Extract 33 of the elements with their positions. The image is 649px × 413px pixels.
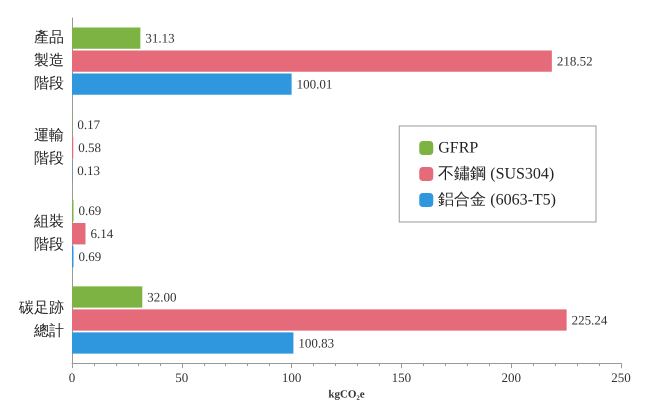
bar xyxy=(72,332,294,354)
data-label: 218.52 xyxy=(556,54,593,69)
bar xyxy=(72,286,142,308)
bar xyxy=(72,73,292,95)
x-tick-label: 250 xyxy=(611,370,631,386)
bar xyxy=(72,27,140,49)
data-label: 6.14 xyxy=(90,226,114,242)
y-tick-label: 組裝階段 xyxy=(33,213,64,254)
data-label: 100.01 xyxy=(296,76,332,92)
legend-label: GFRP xyxy=(438,140,478,156)
x-tick-label: 150 xyxy=(392,370,412,386)
data-label: 0.69 xyxy=(78,249,102,264)
x-tick-label: 200 xyxy=(501,370,521,386)
data-label: 225.24 xyxy=(572,312,608,328)
legend-label: 鋁合金 (6063-T5) xyxy=(438,190,556,208)
x-axis-title: kgCO₂e xyxy=(328,388,365,400)
data-label: 31.13 xyxy=(145,30,175,46)
y-tick-label: 產品製造階段 xyxy=(34,29,64,92)
data-label: 100.83 xyxy=(298,335,334,350)
data-label: 32.00 xyxy=(147,289,177,304)
x-tick-label: 50 xyxy=(175,370,188,386)
y-tick-label: 運輸階段 xyxy=(34,126,64,167)
data-label: 0.13 xyxy=(77,162,100,178)
data-label: 0.69 xyxy=(78,203,102,218)
data-label: 0.17 xyxy=(77,116,101,132)
bar xyxy=(72,223,86,244)
data-label: 0.58 xyxy=(78,140,102,155)
x-tick-label: 0 xyxy=(68,370,76,386)
legend-label: 不鏽鋼 (SUS304) xyxy=(438,166,554,182)
y-tick-label: 碳足跡總計 xyxy=(18,299,64,340)
bar xyxy=(72,309,567,331)
bar xyxy=(72,50,552,72)
x-tick-label: 100 xyxy=(282,370,302,386)
